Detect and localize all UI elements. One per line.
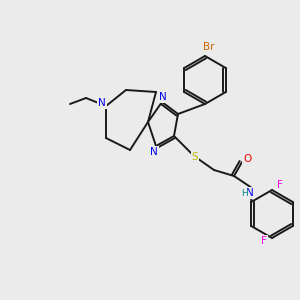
Text: F: F	[277, 180, 283, 190]
Text: S: S	[192, 152, 198, 162]
Text: O: O	[243, 154, 251, 164]
Text: N: N	[159, 92, 167, 102]
Text: N: N	[246, 188, 254, 198]
Text: N: N	[150, 147, 158, 157]
Text: H: H	[241, 190, 248, 199]
Text: Br: Br	[203, 42, 215, 52]
Text: F: F	[261, 236, 267, 246]
Text: N: N	[98, 98, 106, 108]
